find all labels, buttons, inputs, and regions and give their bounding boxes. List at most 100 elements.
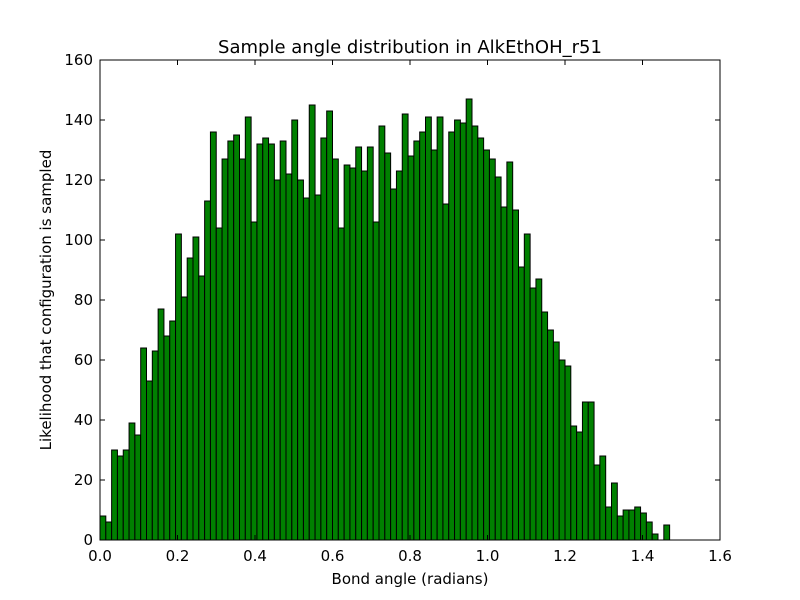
x-tick-label: 1.2 [553,547,577,565]
histogram-bar [384,152,392,541]
histogram-bar [279,140,287,541]
histogram-bar [593,464,601,541]
y-tick-label: 100 [64,231,93,249]
histogram-bar [465,98,473,541]
histogram-bar [227,140,235,541]
histogram-bar [361,170,368,541]
histogram-bar [395,170,403,541]
histogram-bar [180,296,188,541]
histogram-bar [622,509,630,541]
histogram-bar [529,287,537,541]
histogram-bar [448,131,456,541]
tick-group: 0.0 0.2 0.4 0.6 0.8 1.0 1.2 1.4 1.6 0 20 40 60 80 100 1… [64,51,732,565]
histogram-bar [372,221,380,541]
histogram-bar [128,422,136,541]
histogram-bar [250,221,258,541]
histogram-bar [163,335,171,541]
x-tick-label: 1.4 [631,547,655,565]
histogram-bar [651,533,659,541]
histogram-bar [140,347,147,541]
histogram-bar [314,194,322,541]
histogram-bar [320,137,328,541]
y-tick-label: 0 [83,531,93,549]
histogram-bar [308,104,316,541]
histogram-bar [506,161,514,541]
histogram-bar [628,509,636,541]
histogram-bar [518,266,525,541]
histogram-bar [244,116,252,541]
histogram-bar [186,257,194,541]
histogram-bar [256,143,264,541]
histogram-bar [192,236,200,541]
histogram-bar [204,200,211,541]
histogram-bar [535,278,543,541]
bar-group [99,98,671,541]
histogram-bar [401,113,409,541]
histogram-bar [576,431,583,541]
histogram-bar [436,116,444,541]
histogram-bar [116,455,124,541]
y-tick-label: 40 [74,411,93,429]
x-axis-title: Bond angle (radians) [332,570,489,588]
histogram-bar [105,521,113,541]
x-tick-label: 0.6 [321,547,345,565]
histogram-bar [425,116,432,541]
histogram-bar [645,521,653,541]
histogram-bar [599,455,607,541]
histogram-bar [552,341,560,541]
histogram-bar [523,233,531,541]
y-tick-label: 80 [74,291,93,309]
x-tick-label: 0.8 [398,547,422,565]
histogram-bar [413,140,421,541]
histogram-bar [616,515,624,541]
histogram-bar [122,449,130,541]
histogram-bar [239,158,246,541]
plot-frame [99,59,721,541]
histogram-bar [366,146,374,541]
histogram-bar [378,125,386,541]
histogram-bar [430,149,438,541]
histogram-bar [134,434,142,541]
histogram-bar [663,524,671,541]
histogram-bar [169,320,177,541]
histogram-bar [326,110,333,541]
x-tick-label: 1.6 [708,547,732,565]
histogram-bar [407,155,415,541]
histogram-bar [500,206,508,541]
histogram-bar [512,209,519,541]
histogram-bar [634,506,642,541]
histogram-bar [337,227,345,541]
histogram-bar [291,119,299,541]
histogram-bar [215,227,223,541]
histogram-bar [564,365,572,541]
histogram-bar [343,164,351,541]
histogram-bar [419,131,426,541]
x-tick-label: 1.0 [476,547,500,565]
histogram-bar [541,311,549,541]
histogram-bar [221,158,229,541]
y-tick-label: 140 [64,111,93,129]
y-axis-title: Likelihood that configuration is sampled [37,150,55,451]
histogram-bar [151,350,159,541]
y-tick-label: 60 [74,351,93,369]
histogram-bar [558,359,566,541]
histogram-bar [111,449,118,541]
histogram-bar [349,167,357,541]
x-tick-label: 0.2 [166,547,190,565]
histogram-bar [570,425,578,541]
histogram-bar [605,506,612,541]
histogram-bar [273,179,281,541]
x-tick-label: 0.4 [243,547,267,565]
histogram-bar [581,401,589,541]
chart-title: Sample angle distribution in AlkEthOH_r5… [218,37,602,58]
histogram-bar [547,329,554,541]
histogram-bar [587,401,595,541]
histogram-bar [209,131,217,541]
histogram-bar [297,179,304,541]
histogram-bar [302,197,310,541]
histogram-bar [471,125,479,541]
histogram-bar [459,122,467,541]
histogram-bar [198,275,206,541]
histogram-bar [99,515,107,541]
